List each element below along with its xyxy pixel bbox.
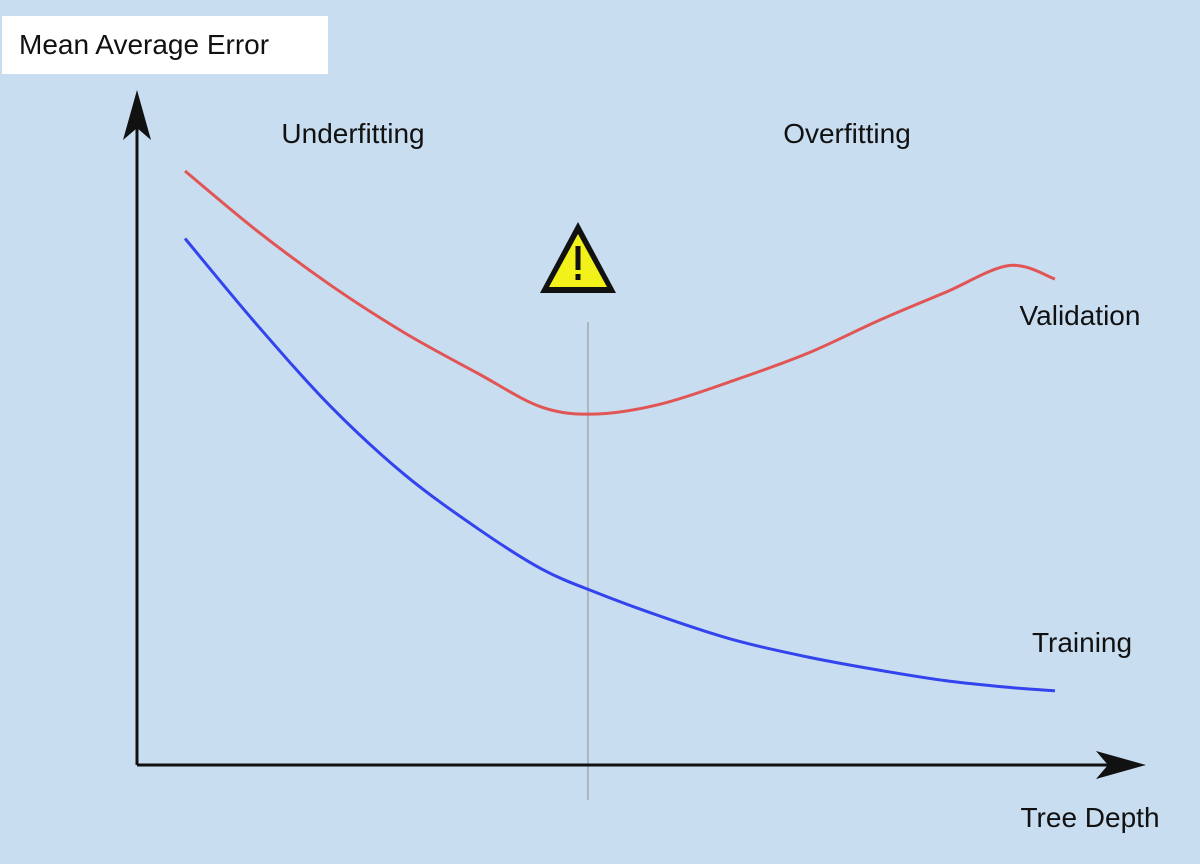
training-series-label: Training xyxy=(1032,627,1132,658)
warning-icon xyxy=(540,222,616,293)
x-axis-arrow-icon xyxy=(1096,751,1146,779)
x-axis-label: Tree Depth xyxy=(1020,802,1159,833)
validation-curve xyxy=(184,169,1056,416)
underfitting-label: Underfitting xyxy=(281,118,424,149)
y-axis-arrow-icon xyxy=(123,90,151,140)
training-curve xyxy=(183,237,1056,693)
y-axis-label: Mean Average Error xyxy=(2,16,328,74)
overfitting-label: Overfitting xyxy=(783,118,911,149)
validation-series-label: Validation xyxy=(1020,300,1141,331)
